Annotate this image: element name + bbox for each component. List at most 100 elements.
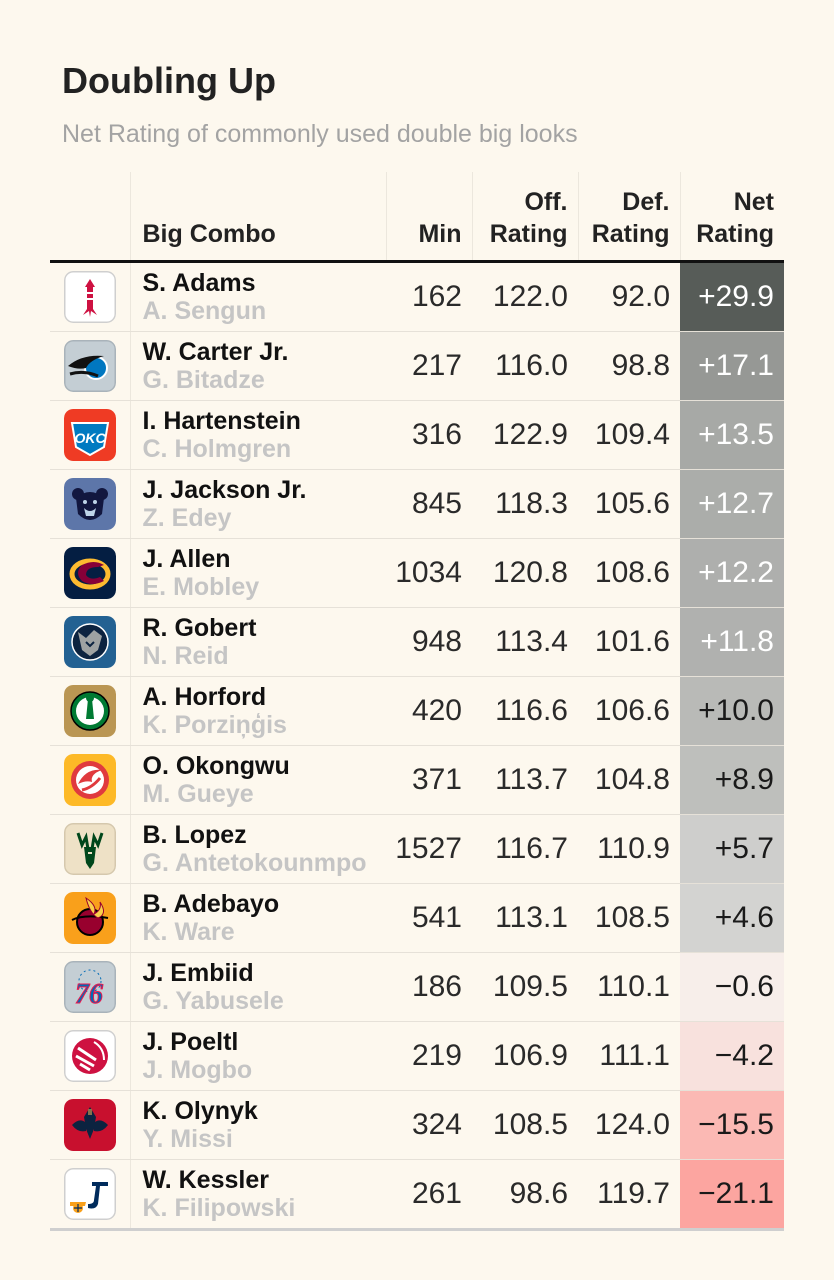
table-row: A. Horford K. Porziņģis 420 116.6 106.6 +10.0 [50,676,784,746]
player-primary: I. Hartenstein [142,407,301,435]
jazz-icon [63,1168,116,1220]
player-primary: W. Kessler [142,1166,269,1194]
svg-text:76: 76 [75,979,103,1010]
player-primary: K. Olynyk [142,1097,258,1125]
player-secondary: G. Antetokounmpo [142,849,367,877]
hawks-icon [63,754,116,806]
player-primary: S. Adams [142,269,256,297]
player-secondary: K. Ware [142,918,235,946]
player-primary: J. Jackson Jr. [142,476,307,504]
table-row: J. Poeltl J. Mogbo 219 106.9 111.1 −4.2 [50,1021,784,1091]
net-rating-cell: +11.8 [680,607,784,677]
off-rating-cell: 109.5 [472,952,578,1022]
header-off-rating: Off. Rating [471,172,578,263]
svg-text:OKC: OKC [74,430,106,446]
big-combo-cell: K. Olynyk Y. Missi [130,1090,386,1160]
player-secondary: M. Gueye [142,780,254,808]
table-row: S. Adams A. Sengun 162 122.0 92.0 +29.9 [50,261,784,332]
minutes-cell: 371 [386,745,472,815]
big-combo-cell: R. Gobert N. Reid [130,607,386,677]
table-row: OKC I. Hartenstein C. Holmgren 316 122.9 109.… [50,400,784,470]
heat-icon [63,892,116,944]
team-logo-cell [50,538,131,608]
table-row: K. Olynyk Y. Missi 324 108.5 124.0 −15.5 [50,1090,784,1160]
big-combo-cell: J. Allen E. Mobley [130,538,386,608]
minutes-cell: 219 [386,1021,472,1091]
off-rating-cell: 108.5 [472,1090,578,1160]
header-row: Big Combo Min Off. Rating Def. Rating Net R… [50,172,784,263]
big-combo-cell: W. Kessler K. Filipowski [130,1159,386,1231]
player-primary: J. Allen [142,545,231,573]
big-combo-cell: S. Adams A. Sengun [130,261,386,332]
def-rating-cell: 109.4 [578,400,680,470]
minutes-cell: 1527 [386,814,472,884]
off-rating-cell: 116.7 [472,814,578,884]
header-big-combo: Big Combo [129,172,386,263]
def-rating-cell: 124.0 [578,1090,680,1160]
team-logo-cell [50,607,131,677]
minutes-cell: 316 [386,400,472,470]
net-rating-cell: +10.0 [680,676,784,746]
off-rating-cell: 120.8 [472,538,578,608]
net-rating-cell: +17.1 [680,331,784,401]
chart-title: Doubling Up [62,60,276,101]
team-logo-cell [50,1159,131,1231]
big-combo-cell: A. Horford K. Porziņģis [130,676,386,746]
ratings-table: Big Combo Min Off. Rating Def. Rating Net R… [50,172,784,1231]
off-rating-cell: 116.0 [472,331,578,401]
off-rating-cell: 122.9 [472,400,578,470]
team-logo-cell [50,469,131,539]
minutes-cell: 324 [386,1090,472,1160]
big-combo-cell: B. Adebayo K. Ware [130,883,386,953]
table-row: 76 J. Embiid G. Yabusele 186 109.5 110.1 −0.6 [50,952,784,1022]
big-combo-cell: J. Jackson Jr. Z. Edey [130,469,386,539]
player-primary: W. Carter Jr. [142,338,289,366]
player-secondary: Z. Edey [142,504,232,532]
player-primary: J. Embiid [142,959,254,987]
minutes-cell: 541 [386,883,472,953]
player-secondary: G. Yabusele [142,987,284,1015]
header-def-rating: Def. Rating [577,172,680,263]
team-logo-cell [50,883,131,953]
def-rating-cell: 110.1 [578,952,680,1022]
minutes-cell: 261 [386,1159,472,1231]
net-rating-cell: +4.6 [680,883,784,953]
net-rating-cell: +12.7 [680,469,784,539]
off-rating-cell: 122.0 [472,261,578,332]
net-rating-cell: +12.2 [680,538,784,608]
big-combo-cell: B. Lopez G. Antetokounmpo [130,814,386,884]
header-logo [50,172,130,263]
table-row: R. Gobert N. Reid 948 113.4 101.6 +11.8 [50,607,784,677]
bucks-icon [63,823,116,875]
celtics-icon [63,685,116,737]
table-row: B. Adebayo K. Ware 541 113.1 108.5 +4.6 [50,883,784,953]
timberwolves-icon [63,616,116,668]
chart-subtitle: Net Rating of commonly used double big l… [62,120,578,148]
player-primary: J. Poeltl [142,1028,239,1056]
big-combo-cell: J. Poeltl J. Mogbo [130,1021,386,1091]
def-rating-cell: 106.6 [578,676,680,746]
player-secondary: G. Bitadze [142,366,265,394]
big-combo-cell: W. Carter Jr. G. Bitadze [130,331,386,401]
76ers-icon: 76 [63,961,116,1013]
minutes-cell: 1034 [386,538,472,608]
team-logo-cell [50,261,131,332]
header-net-rating: Net Rating [679,172,784,263]
player-secondary: C. Holmgren [142,435,292,463]
table-row: W. Carter Jr. G. Bitadze 217 116.0 98.8 +17.1 [50,331,784,401]
player-secondary: A. Sengun [142,297,267,325]
off-rating-cell: 116.6 [472,676,578,746]
def-rating-cell: 110.9 [578,814,680,884]
raptors-icon [63,1030,116,1082]
off-rating-cell: 98.6 [472,1159,578,1231]
player-primary: A. Horford [142,683,267,711]
player-primary: B. Lopez [142,821,247,849]
minutes-cell: 420 [386,676,472,746]
team-logo-cell [50,676,131,746]
minutes-cell: 948 [386,607,472,677]
net-rating-cell: −4.2 [680,1021,784,1091]
def-rating-cell: 101.6 [578,607,680,677]
team-logo-cell [50,1090,131,1160]
off-rating-cell: 113.1 [472,883,578,953]
big-combo-cell: I. Hartenstein C. Holmgren [130,400,386,470]
